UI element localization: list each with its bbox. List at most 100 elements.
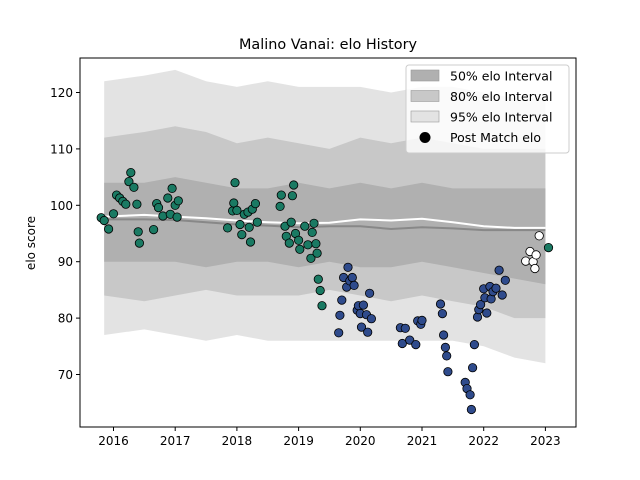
match-point [286, 217, 296, 227]
match-point [363, 327, 373, 337]
plot-frame [79, 57, 577, 428]
x-tick-label: 2020 [345, 434, 376, 448]
match-point [158, 211, 168, 221]
match-point [173, 196, 183, 206]
chart-title: Malino Vanai: elo History [239, 37, 418, 53]
x-axis: 2016 2017 2018 2019 2020 2021 2022 2023 [98, 427, 561, 448]
match-point [466, 404, 476, 415]
match-point [356, 322, 367, 332]
match-point [309, 218, 319, 228]
match-point [287, 191, 297, 201]
match-point [289, 180, 299, 190]
x-tick-label: 2021 [407, 434, 438, 448]
legend-marker [419, 132, 431, 143]
match-point [250, 199, 260, 209]
match-point [400, 323, 410, 333]
match-point [337, 295, 347, 305]
match-point [129, 182, 139, 192]
legend-swatch [410, 90, 440, 102]
y-tick-label: 70 [58, 368, 73, 382]
match-point [343, 262, 353, 272]
x-tick-label: 2022 [468, 434, 499, 448]
match-point [235, 219, 245, 230]
y-tick-label: 120 [50, 86, 73, 100]
match-point [440, 342, 450, 352]
match-point [500, 275, 510, 285]
legend-label: Post Match elo [450, 130, 541, 145]
match-point [317, 301, 327, 311]
running-elo-line [104, 213, 546, 229]
match-point [172, 212, 182, 222]
match-point [300, 221, 310, 231]
match-point [315, 285, 325, 296]
match-point [491, 283, 501, 293]
match-point [276, 190, 286, 200]
match-point [126, 168, 136, 178]
match-point [358, 300, 368, 310]
match-point [167, 183, 177, 193]
x-tick-label: 2018 [222, 434, 253, 448]
elo-lines [104, 213, 546, 232]
match-point [472, 312, 483, 322]
match-point [133, 227, 143, 237]
match-point [149, 225, 159, 235]
match-point [475, 299, 486, 310]
x-tick-label: 2016 [98, 434, 129, 448]
match-point [417, 315, 427, 325]
match-point [153, 203, 164, 213]
match-point [311, 239, 321, 249]
match-point [104, 224, 114, 234]
match-point [334, 328, 344, 338]
match-point [465, 390, 475, 400]
match-point [442, 351, 452, 361]
match-point [467, 363, 478, 373]
mean-elo-line [104, 218, 546, 232]
y-axis-label: elo score [24, 216, 38, 270]
match-point [232, 205, 242, 215]
match-point [469, 339, 479, 350]
match-point [530, 263, 540, 274]
match-point [443, 367, 453, 377]
match-point [163, 193, 173, 203]
match-point [497, 290, 507, 300]
match-point [312, 248, 322, 258]
match-point [295, 244, 305, 254]
match-point [366, 314, 376, 324]
legend-label: 80% elo Interval [450, 89, 552, 104]
band-50 [104, 177, 546, 285]
match-point [397, 338, 407, 349]
match-point [494, 265, 504, 275]
post-match-points [96, 168, 554, 415]
legend-label: 50% elo Interval [450, 69, 552, 84]
match-point [405, 335, 415, 345]
match-point [293, 235, 304, 245]
y-tick-label: 100 [50, 199, 73, 213]
match-point [108, 209, 119, 219]
match-point [335, 310, 345, 320]
match-point [534, 231, 544, 241]
y-tick-label: 80 [58, 312, 73, 326]
match-point [124, 177, 134, 187]
match-point [244, 222, 254, 232]
match-point [99, 215, 109, 226]
match-point [223, 223, 233, 233]
match-point [245, 237, 256, 247]
match-point [349, 280, 359, 290]
x-tick-label: 2017 [160, 434, 191, 448]
match-point [275, 201, 285, 211]
match-point [364, 288, 375, 298]
legend-swatch [410, 69, 440, 82]
y-tick-label: 90 [58, 255, 73, 269]
legend-label: 95% elo Interval [450, 110, 552, 125]
match-point [543, 243, 554, 253]
match-point [347, 272, 357, 283]
match-point [307, 227, 317, 237]
match-point [121, 199, 131, 209]
match-point [435, 299, 446, 309]
match-point [303, 240, 313, 250]
legend: 50% elo Interval 80% elo Interval 95% elo … [405, 64, 570, 154]
match-point [313, 274, 323, 284]
y-axis: 70 80 90 100 110 120 [50, 86, 80, 382]
legend-box [405, 64, 570, 154]
